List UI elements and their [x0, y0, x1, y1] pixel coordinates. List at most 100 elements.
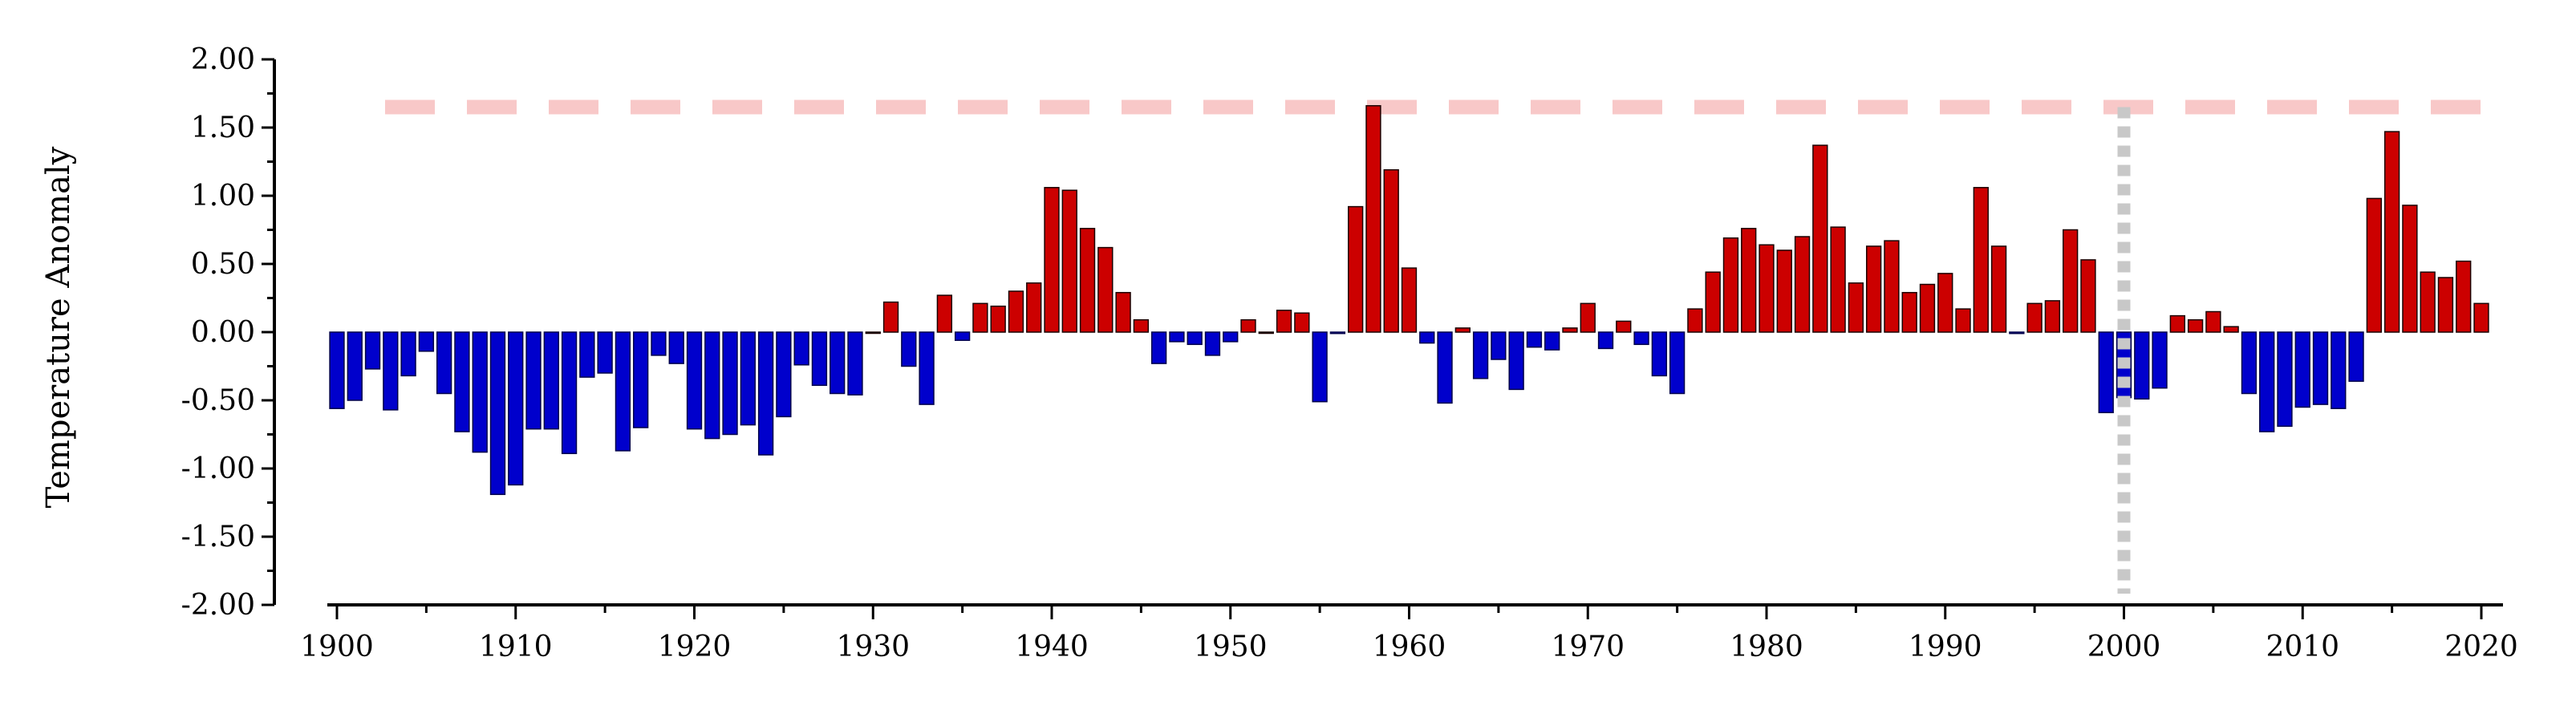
bar-2019 [2456, 260, 2472, 333]
bar-1938 [1008, 290, 1024, 333]
bar-1955 [1312, 331, 1328, 403]
bar-2004 [2187, 318, 2204, 333]
bar-1986 [1865, 245, 1882, 333]
x-tick-label: 1950 [1194, 631, 1268, 663]
bar-1972 [1616, 320, 1632, 333]
bar-2009 [2277, 331, 2293, 428]
bar-2017 [2420, 271, 2436, 333]
bar-1922 [722, 331, 738, 436]
bar-1941 [1061, 189, 1077, 333]
bar-1919 [668, 331, 684, 364]
bar-1943 [1097, 246, 1114, 333]
bar-1914 [579, 331, 595, 378]
bar-1999 [2098, 331, 2114, 414]
bar-1966 [1508, 331, 1524, 391]
labels-layer: 2.00 1.50 1.00 0.50 0.00 -0.50 -1.00 -1.50 -2.00… [181, 43, 2518, 663]
bar-1963 [1454, 327, 1471, 333]
bar-2002 [2152, 331, 2168, 389]
bar-1987 [1884, 240, 1900, 333]
bar-1996 [2044, 300, 2061, 333]
bar-1944 [1115, 291, 1131, 333]
bar-1989 [1919, 283, 1936, 333]
y-tick-label: 2.00 [191, 43, 255, 76]
bar-1921 [704, 331, 720, 440]
bar-1916 [615, 331, 631, 452]
bar-2006 [2223, 326, 2239, 333]
bar-1952 [1258, 331, 1274, 335]
bar-1965 [1491, 331, 1507, 360]
bar-1998 [2080, 259, 2096, 333]
bar-1979 [1741, 228, 1757, 333]
y-tick-label: 1.00 [191, 180, 255, 213]
y-tick-label: -0.50 [181, 384, 255, 417]
bar-1968 [1544, 331, 1560, 351]
x-tick-label: 1940 [1015, 631, 1089, 663]
bar-1926 [793, 331, 809, 366]
bar-1931 [882, 301, 899, 333]
y-axis-title: Temperature Anomaly [40, 146, 77, 508]
bar-1908 [472, 331, 488, 453]
bar-1907 [454, 331, 470, 432]
bar-2003 [2169, 314, 2185, 333]
bar-1991 [1955, 308, 1971, 333]
y-tick-label: -2.00 [181, 589, 255, 622]
bar-2018 [2437, 277, 2454, 333]
bars-layer [329, 105, 2489, 496]
bar-1905 [418, 331, 435, 352]
bar-1909 [489, 331, 506, 496]
bar-1918 [651, 331, 667, 356]
y-tick-label: 1.50 [191, 112, 255, 144]
bar-1977 [1705, 271, 1721, 333]
bar-1923 [740, 331, 756, 426]
bar-1961 [1419, 331, 1435, 344]
bar-1936 [972, 302, 988, 333]
bar-1937 [990, 305, 1006, 333]
x-tick-label: 1930 [836, 631, 910, 663]
bar-1935 [954, 331, 971, 341]
bar-1924 [757, 331, 774, 456]
bar-1969 [1562, 327, 1578, 333]
bar-1920 [686, 331, 703, 430]
bar-1939 [1026, 282, 1042, 333]
bar-1928 [830, 331, 846, 395]
bar-1981 [1776, 249, 1792, 333]
bar-2001 [2134, 331, 2150, 400]
bar-1973 [1633, 331, 1649, 346]
bar-1956 [1329, 331, 1346, 335]
bar-1993 [1990, 245, 2007, 333]
bar-1957 [1348, 205, 1364, 333]
bar-1948 [1187, 331, 1203, 346]
bar-1903 [383, 331, 399, 411]
x-tick-label: 1920 [658, 631, 732, 663]
bar-1947 [1169, 331, 1185, 343]
x-tick-label: 1980 [1730, 631, 1803, 663]
bar-1929 [847, 331, 863, 395]
x-tick-label: 1910 [479, 631, 553, 663]
bar-1974 [1651, 331, 1668, 377]
bar-1992 [1973, 187, 1989, 333]
x-tick-label: 2020 [2444, 631, 2518, 663]
bar-2016 [2402, 205, 2418, 333]
y-tick-label: 0.50 [191, 248, 255, 281]
bar-1982 [1794, 236, 1811, 333]
bar-1904 [400, 331, 416, 377]
bar-1927 [811, 331, 828, 387]
bar-1959 [1383, 168, 1399, 333]
x-tick-label: 1970 [1551, 631, 1625, 663]
bar-1900 [329, 331, 345, 409]
bar-2020 [2473, 302, 2489, 333]
bar-1913 [561, 331, 578, 455]
bar-1915 [597, 331, 613, 374]
bar-1994 [2009, 331, 2025, 335]
bar-1942 [1079, 228, 1096, 333]
bar-1932 [901, 331, 917, 367]
y-tick-label: 0.00 [191, 316, 255, 349]
bar-1995 [2026, 302, 2043, 333]
bar-1984 [1830, 226, 1846, 333]
bar-1997 [2063, 229, 2079, 333]
bar-1910 [508, 331, 524, 486]
bar-2008 [2259, 331, 2275, 432]
bar-1945 [1133, 318, 1150, 333]
bar-1983 [1812, 144, 1828, 333]
